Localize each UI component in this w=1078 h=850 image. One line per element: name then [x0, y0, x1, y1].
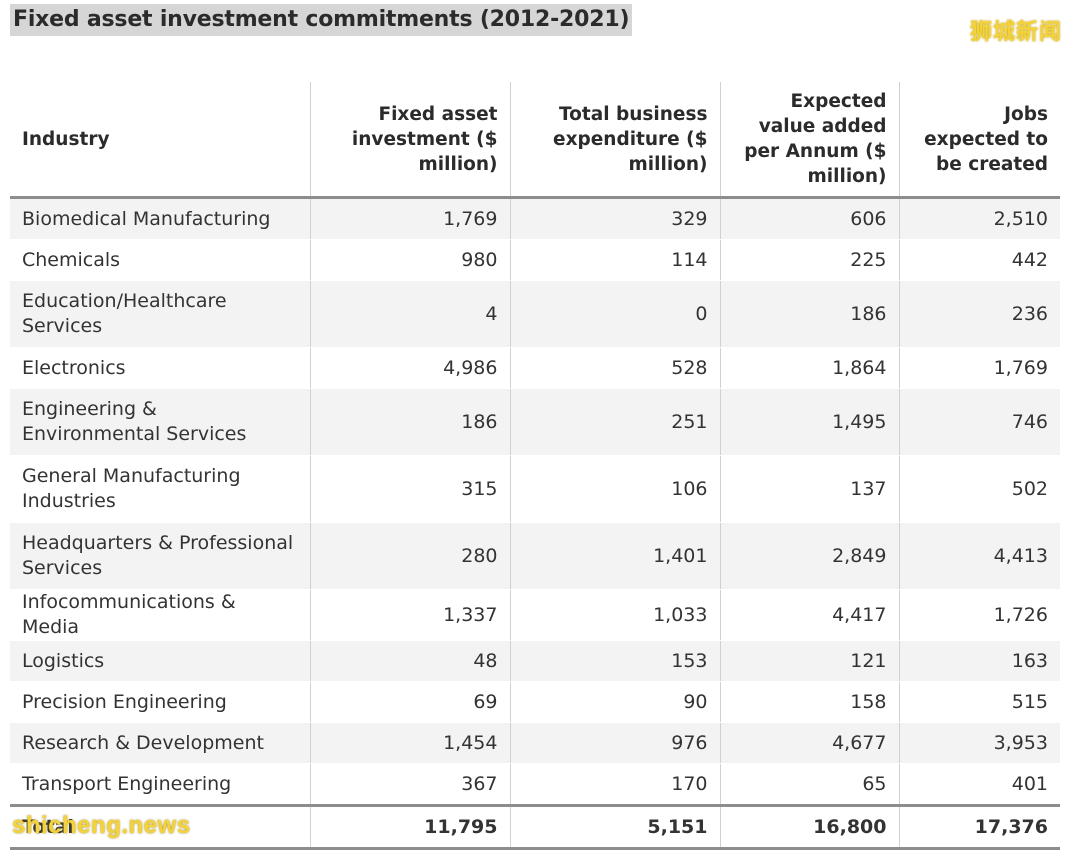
- cell-total-business-expenditure: 976: [509, 722, 720, 764]
- cell-fixed-asset-investment: 186: [309, 388, 510, 456]
- header-jobs-expected: Jobs expected to be created: [898, 82, 1060, 199]
- cell-expected-value-added: 4,417: [719, 589, 899, 641]
- cell-jobs-expected: 1,726: [898, 589, 1060, 641]
- cell-expected-value-added: 4,677: [719, 722, 899, 764]
- header-industry: Industry: [10, 82, 310, 199]
- cell-industry: Headquarters & Professional Services: [10, 522, 310, 590]
- cell-fixed-asset-investment: 1,337: [309, 589, 510, 641]
- investment-table: Industry Fixed asset investment ($ milli…: [10, 82, 1060, 850]
- table-row: Engineering & Environmental Services 186…: [10, 388, 1060, 456]
- header-total-business-expenditure: Total business expenditure ($ million): [509, 82, 720, 199]
- cell-industry: General Manufacturing Industries: [10, 455, 310, 523]
- cell-jobs-expected: 746: [898, 388, 1060, 456]
- cell-total-business-expenditure: 1,401: [509, 522, 720, 590]
- table-row: Chemicals 980 114 225 442: [10, 239, 1060, 281]
- cell-jobs-expected: 2,510: [898, 197, 1060, 240]
- cell-fixed-asset-investment: 315: [309, 455, 510, 523]
- cell-total-business-expenditure: 106: [509, 455, 720, 523]
- cell-industry: Logistics: [10, 640, 310, 682]
- cell-jobs-expected: 515: [898, 681, 1060, 723]
- cell-total-business-expenditure: 528: [509, 347, 720, 389]
- cell-fixed-asset-investment: 1,769: [309, 197, 510, 240]
- cell-fixed-asset-investment: 1,454: [309, 722, 510, 764]
- cell-total-business-expenditure: 153: [509, 640, 720, 682]
- cell-total-business-expenditure: 114: [509, 239, 720, 281]
- cell-total-business-expenditure: 1,033: [509, 589, 720, 641]
- table-title: Fixed asset investment commitments (2012…: [10, 4, 633, 36]
- total-jobs-expected: 17,376: [898, 804, 1060, 850]
- table-row: General Manufacturing Industries 315 106…: [10, 455, 1060, 523]
- cell-total-business-expenditure: 329: [509, 197, 720, 240]
- table-row: Research & Development 1,454 976 4,677 3…: [10, 722, 1060, 764]
- cell-industry: Education/Healthcare Services: [10, 280, 310, 348]
- cell-industry: Research & Development: [10, 722, 310, 764]
- cell-industry: Electronics: [10, 347, 310, 389]
- table-row: Transport Engineering 367 170 65 401: [10, 763, 1060, 806]
- cell-jobs-expected: 401: [898, 763, 1060, 806]
- cell-fixed-asset-investment: 69: [309, 681, 510, 723]
- cell-fixed-asset-investment: 4,986: [309, 347, 510, 389]
- cell-jobs-expected: 163: [898, 640, 1060, 682]
- table-row: Headquarters & Professional Services 280…: [10, 522, 1060, 590]
- cell-expected-value-added: 121: [719, 640, 899, 682]
- table-row: Logistics 48 153 121 163: [10, 640, 1060, 682]
- cell-expected-value-added: 158: [719, 681, 899, 723]
- cell-jobs-expected: 4,413: [898, 522, 1060, 590]
- total-business-expenditure: 5,151: [509, 804, 720, 850]
- cell-fixed-asset-investment: 280: [309, 522, 510, 590]
- cell-total-business-expenditure: 0: [509, 280, 720, 348]
- cell-expected-value-added: 2,849: [719, 522, 899, 590]
- cell-jobs-expected: 502: [898, 455, 1060, 523]
- cell-jobs-expected: 236: [898, 280, 1060, 348]
- cell-industry: Precision Engineering: [10, 681, 310, 723]
- table-row: Education/Healthcare Services 4 0 186 23…: [10, 280, 1060, 348]
- cell-total-business-expenditure: 251: [509, 388, 720, 456]
- cell-industry: Biomedical Manufacturing: [10, 197, 310, 240]
- total-label: Total: [10, 804, 310, 850]
- cell-expected-value-added: 606: [719, 197, 899, 240]
- cell-industry: Engineering & Environmental Services: [10, 388, 310, 456]
- cell-expected-value-added: 225: [719, 239, 899, 281]
- cell-total-business-expenditure: 90: [509, 681, 720, 723]
- cell-expected-value-added: 1,864: [719, 347, 899, 389]
- cell-fixed-asset-investment: 367: [309, 763, 510, 806]
- cell-fixed-asset-investment: 48: [309, 640, 510, 682]
- cell-expected-value-added: 1,495: [719, 388, 899, 456]
- header-fixed-asset-investment: Fixed asset investment ($ million): [309, 82, 510, 199]
- table-row: Infocommunications & Media 1,337 1,033 4…: [10, 589, 1060, 641]
- table-row: Precision Engineering 69 90 158 515: [10, 681, 1060, 723]
- cell-jobs-expected: 1,769: [898, 347, 1060, 389]
- cell-industry: Infocommunications & Media: [10, 589, 310, 641]
- watermark-top: 狮城新闻: [969, 20, 1062, 45]
- cell-jobs-expected: 3,953: [898, 722, 1060, 764]
- header-expected-value-added: Expected value added per Annum ($ millio…: [719, 82, 899, 199]
- cell-expected-value-added: 186: [719, 280, 899, 348]
- table-row: Electronics 4,986 528 1,864 1,769: [10, 347, 1060, 389]
- total-expected-value-added: 16,800: [719, 804, 899, 850]
- watermark-bottom: shicheng.news: [12, 812, 191, 839]
- cell-fixed-asset-investment: 980: [309, 239, 510, 281]
- cell-expected-value-added: 137: [719, 455, 899, 523]
- cell-industry: Chemicals: [10, 239, 310, 281]
- cell-industry: Transport Engineering: [10, 763, 310, 806]
- cell-jobs-expected: 442: [898, 239, 1060, 281]
- total-fixed-asset-investment: 11,795: [309, 804, 510, 850]
- header-row: Industry Fixed asset investment ($ milli…: [10, 82, 1060, 199]
- cell-fixed-asset-investment: 4: [309, 280, 510, 348]
- table-row: Biomedical Manufacturing 1,769 329 606 2…: [10, 197, 1060, 240]
- cell-expected-value-added: 65: [719, 763, 899, 806]
- cell-total-business-expenditure: 170: [509, 763, 720, 806]
